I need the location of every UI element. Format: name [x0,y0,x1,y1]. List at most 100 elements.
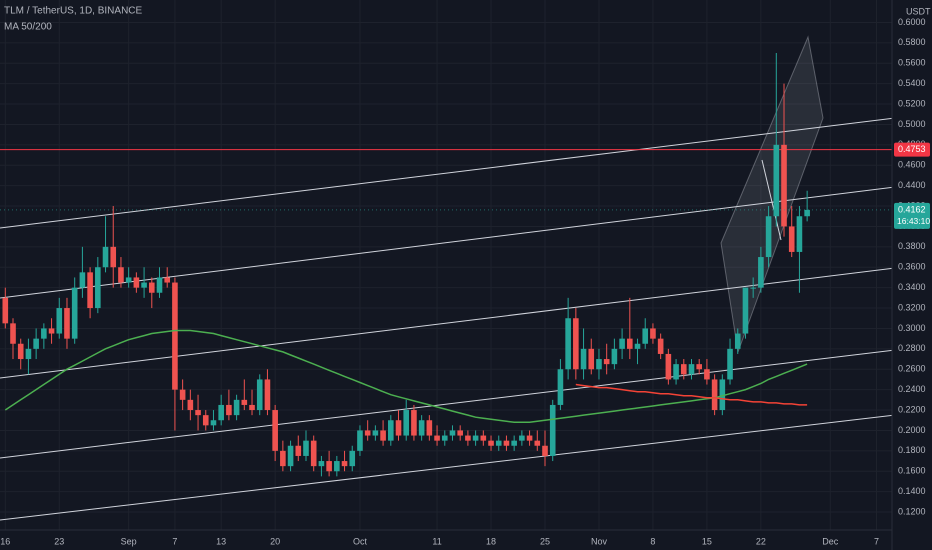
trend-line [0,349,896,459]
candle-body [272,410,278,451]
x-tick-label: 22 [756,536,766,546]
candle-body [650,328,656,339]
candle-body [627,338,633,349]
candle-body [156,277,163,293]
candle-body [503,440,510,446]
moving-average [4,329,808,424]
projection-band [720,35,824,353]
y-tick-label: 0.2600 [898,364,926,374]
candle-body [488,440,494,446]
countdown-label: 16:43:10 [897,216,930,226]
y-tick-label: 0.2000 [898,425,926,435]
x-tick-label: 7 [874,536,879,546]
x-tick-label: Nov [591,536,608,546]
candle-body [588,348,595,370]
candle-body [526,435,533,441]
currency-label: USDT [906,6,931,16]
candle-body [187,399,194,411]
candle-body [758,257,764,288]
candle-body [102,246,109,268]
y-tick-label: 0.1800 [898,445,926,455]
candle-body [233,399,240,416]
candle-body [64,308,70,339]
candle-body [711,379,718,411]
candle-body [388,420,394,441]
candle-body [418,420,425,436]
candle-body [364,430,371,436]
candle-body [657,338,664,354]
x-tick-label: 16 [0,536,10,546]
candle-body [665,353,672,380]
candle-body [434,435,440,441]
candle-body [673,364,679,380]
candle-body [457,430,463,436]
candle-body [742,287,749,334]
candle-body [349,450,356,467]
axis-panel [892,0,932,550]
y-tick-label: 0.1600 [898,466,926,476]
y-tick-label: 0.2800 [898,343,926,353]
candle-body [2,297,9,324]
candle-body [141,282,147,288]
y-tick-label: 0.2400 [898,384,926,394]
y-tick-label: 0.4600 [898,160,926,170]
candle-body [704,369,710,380]
candle-body [688,364,695,375]
candle-body [218,404,224,421]
x-tick-label: Dec [822,536,839,546]
x-tick-label: 8 [650,536,655,546]
channel-lines [0,117,896,521]
candle-body [441,435,448,441]
candle-body [357,430,363,451]
candle-body [334,461,340,472]
candle-body [249,404,255,411]
candle-body [179,389,186,400]
candle-body [534,440,541,446]
y-tick-label: 0.3200 [898,302,926,312]
candle-body [719,379,726,411]
candle-body [465,435,471,441]
candle-body [295,445,302,456]
y-tick-label: 0.6000 [898,17,926,27]
candle-body [480,435,487,441]
candle-body [17,343,24,360]
candle-body [210,420,217,426]
candle-body [303,440,309,456]
candle-body [727,348,733,380]
candle-body [680,364,687,375]
candle-body [765,216,772,258]
candle-body [426,420,433,436]
candle-body [495,440,502,446]
x-tick-label: Oct [353,536,368,546]
candle-body [796,216,803,252]
candle-body [580,348,587,370]
y-tick-label: 0.5200 [898,98,926,108]
x-tick-label: 23 [54,536,64,546]
x-tick-label: 7 [172,536,177,546]
candle-body [596,359,602,370]
candle-body [634,343,641,349]
trend-line [0,414,896,521]
candle-body [33,338,39,349]
y-tick-label: 0.5600 [898,58,926,68]
trend-line [0,267,896,379]
candle-body [25,348,32,360]
candle-body [287,445,294,467]
y-tick-label: 0.5000 [898,119,926,129]
y-tick-label: 0.5400 [898,78,926,88]
candle-body [519,435,525,441]
x-tick-label: 11 [432,536,441,546]
candle-body [573,318,579,370]
y-tick-label: 0.1400 [898,486,926,496]
x-tick-label: Sep [121,536,137,546]
candle-body [256,379,263,411]
candle-body [403,410,410,436]
y-tick-label: 0.3600 [898,262,926,272]
candle-body [642,328,649,344]
candle-body [411,410,417,436]
candle-body [110,246,117,268]
candle-body [118,267,124,283]
price-label: 0.4162 [898,204,926,214]
